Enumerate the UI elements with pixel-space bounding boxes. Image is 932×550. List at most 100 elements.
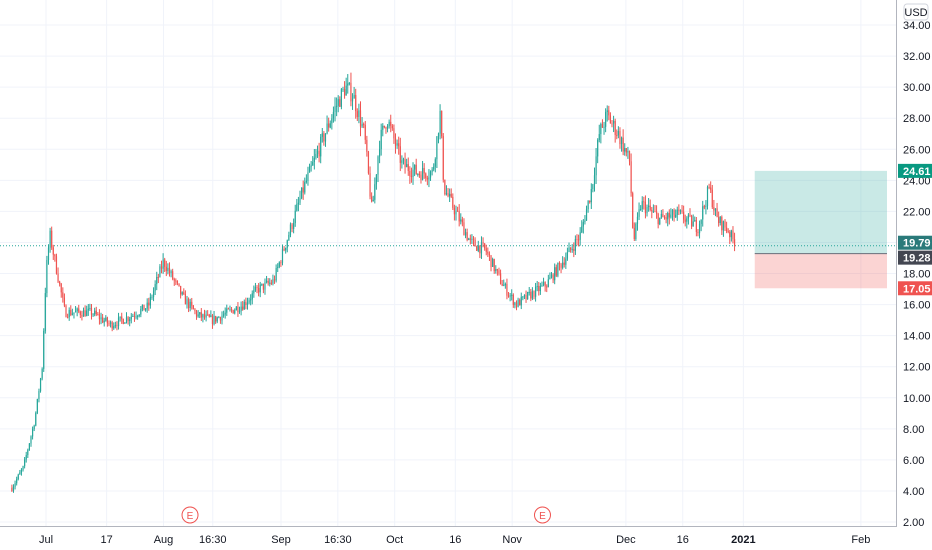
candle-body xyxy=(410,175,413,178)
candle-body xyxy=(539,285,541,292)
candle-body xyxy=(527,291,529,300)
price-tick-label: 24.00 xyxy=(903,175,931,187)
price-tick-label: 32.00 xyxy=(903,51,931,63)
candle-body xyxy=(678,209,680,211)
candle-body xyxy=(406,164,408,168)
long-position-tool[interactable] xyxy=(754,170,887,289)
time-tick-label: 16:30 xyxy=(324,534,352,546)
candle-body xyxy=(129,319,131,321)
candle-body xyxy=(426,178,428,180)
candle-body xyxy=(342,89,344,91)
candle-body xyxy=(620,137,623,145)
candle-body xyxy=(86,310,88,317)
candle-body xyxy=(708,186,710,188)
candle-body xyxy=(724,221,726,228)
earnings-marker[interactable]: E xyxy=(533,506,551,524)
candle-body xyxy=(310,165,312,167)
candle-body xyxy=(141,304,144,310)
candle-body xyxy=(679,210,682,212)
candle-body xyxy=(531,290,534,299)
candle-body xyxy=(729,232,731,238)
candle-body xyxy=(63,297,66,306)
candle-body xyxy=(267,280,269,284)
candle-body xyxy=(20,469,23,473)
candle-body xyxy=(456,210,459,212)
candle-body xyxy=(472,238,475,240)
candle-body xyxy=(525,294,527,300)
candle-body xyxy=(22,466,24,470)
candle-body xyxy=(194,309,196,312)
candle-body xyxy=(318,150,320,157)
candle-body xyxy=(114,325,116,327)
candle-body xyxy=(418,173,420,175)
candle-body xyxy=(11,487,13,491)
candle-body xyxy=(722,221,725,231)
candle-body xyxy=(501,284,503,286)
candle-body xyxy=(538,286,540,292)
earnings-circle xyxy=(181,506,199,524)
candle-body xyxy=(46,260,48,294)
candle-body xyxy=(195,311,198,317)
candle-body xyxy=(119,316,121,318)
candle-body xyxy=(283,248,285,251)
position-loss-zone[interactable] xyxy=(754,253,887,289)
candle-body xyxy=(326,123,328,134)
candle-body xyxy=(218,317,220,319)
candle-body xyxy=(714,208,717,211)
candle-body xyxy=(92,314,94,316)
candle-body xyxy=(485,248,487,252)
currency-button[interactable]: USD xyxy=(903,3,929,21)
candle-body xyxy=(487,251,489,254)
candle-body xyxy=(375,174,378,185)
candle-body xyxy=(507,295,510,297)
position-profit-zone[interactable] xyxy=(754,170,887,254)
candle-body xyxy=(667,213,669,220)
candle-body xyxy=(154,284,156,291)
price-badge-label: 19.79 xyxy=(903,238,931,250)
candle-body xyxy=(24,459,26,467)
candle-body xyxy=(186,299,188,305)
candle-body xyxy=(70,310,72,315)
candle-body xyxy=(673,209,675,218)
candle-body xyxy=(452,196,454,208)
candle-body xyxy=(294,210,296,224)
candle-body xyxy=(429,171,432,178)
time-axis-bg[interactable] xyxy=(0,527,897,550)
candle-body xyxy=(272,279,274,284)
candle-body xyxy=(176,280,179,284)
candle-body xyxy=(213,315,215,324)
candle-body xyxy=(702,206,704,220)
candle-body xyxy=(624,148,626,152)
candle-body xyxy=(453,207,456,215)
candle-body xyxy=(71,313,73,315)
candle-body xyxy=(280,262,282,264)
candle-body xyxy=(148,302,150,306)
time-tick-label: Dec xyxy=(616,534,636,546)
time-tick-label: 16:30 xyxy=(199,534,227,546)
candle-body xyxy=(698,223,701,234)
candle-body xyxy=(541,285,543,287)
candle-body xyxy=(347,83,349,86)
candle-body xyxy=(437,133,440,137)
candle-body xyxy=(633,227,635,240)
candle-body xyxy=(151,296,153,298)
candle-body xyxy=(31,429,34,437)
candle-body xyxy=(183,292,185,294)
candle-body xyxy=(211,315,214,324)
earnings-marker[interactable]: E xyxy=(181,506,199,524)
candle-body xyxy=(84,310,86,317)
candle-body xyxy=(536,286,538,288)
candle-body xyxy=(683,211,685,220)
candle-body xyxy=(109,322,112,324)
candle-body xyxy=(52,247,54,255)
candle-body xyxy=(711,189,713,208)
price-axis-bg[interactable] xyxy=(897,0,932,550)
candle-body xyxy=(431,169,433,172)
candle-body xyxy=(106,317,108,324)
candle-body xyxy=(245,301,247,305)
candle-body xyxy=(590,189,592,203)
candle-body xyxy=(172,271,174,280)
candle-body xyxy=(506,283,508,296)
